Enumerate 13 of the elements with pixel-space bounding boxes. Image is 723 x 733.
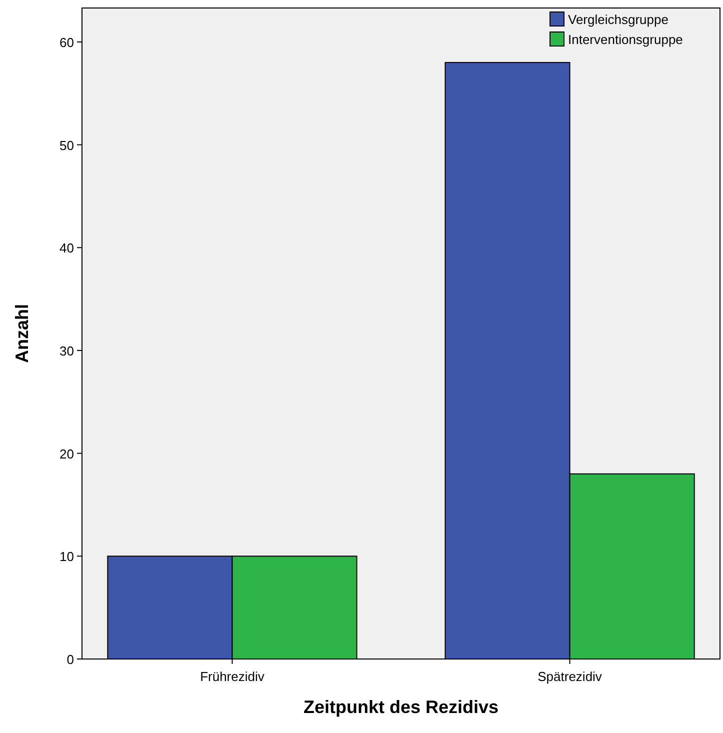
y-tick-label: 10 [60,549,74,564]
y-tick-label: 40 [60,240,74,256]
y-tick-label: 60 [60,34,74,50]
legend-label: Interventionsgruppe [568,32,683,47]
x-tick-label: Spätrezidiv [538,669,602,684]
y-tick-label: 30 [60,343,74,358]
legend-label: Vergleichsgruppe [568,12,668,27]
x-axis-title: Zeitpunkt des Rezidivs [303,697,499,717]
y-axis-title: Anzahl [12,304,32,364]
y-tick-label: 50 [60,138,74,153]
y-tick-label: 0 [66,652,74,667]
x-tick-label: Frührezidiv [200,669,265,684]
y-tick-label: 20 [60,446,74,462]
